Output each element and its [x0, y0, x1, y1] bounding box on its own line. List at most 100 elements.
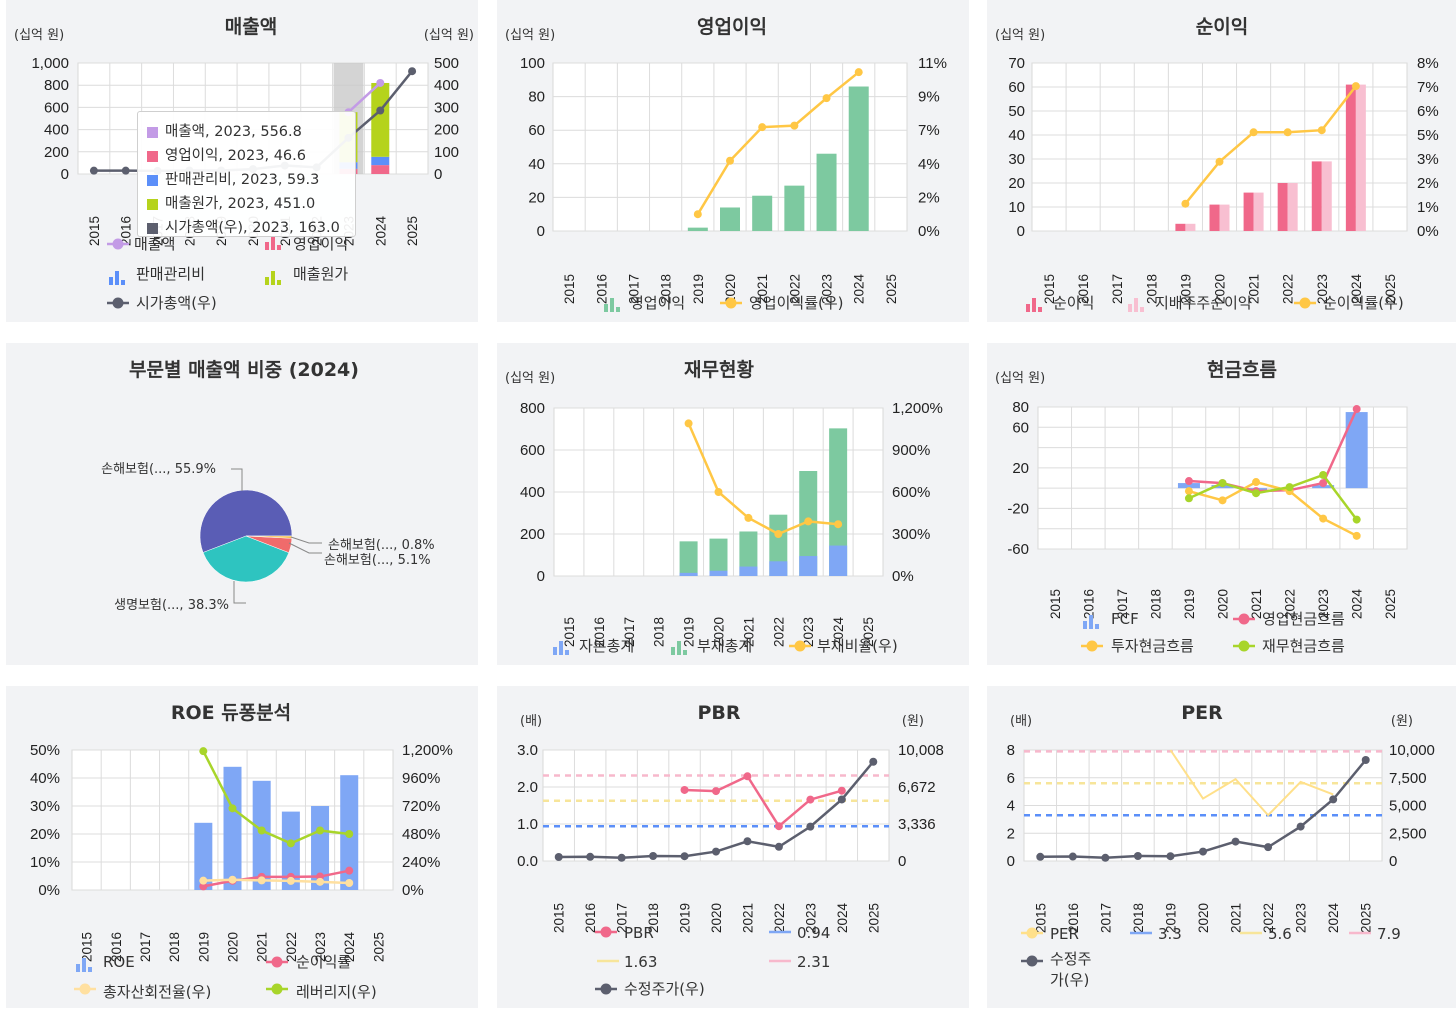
- adj-price-point: [837, 795, 846, 804]
- legend-label: 판매관리비: [136, 265, 205, 283]
- y-tick-label: 300: [434, 99, 459, 116]
- x-tick-label: 2016: [592, 617, 607, 647]
- x-tick-label: 2020: [1216, 589, 1231, 619]
- debt-ratio-point: [684, 419, 693, 428]
- adj-price-point: [712, 847, 720, 856]
- net-bar: [1175, 223, 1186, 231]
- x-tick-label: 2018: [646, 903, 661, 933]
- debt-legend-icon: [677, 641, 681, 655]
- y-tick-label: 500: [434, 55, 459, 72]
- legend-label: PBR: [624, 924, 654, 942]
- y-tick-label: 5,000: [1389, 798, 1427, 815]
- legend-label: FCF: [1111, 610, 1139, 628]
- roe-bar: [223, 766, 242, 890]
- leverage-point: [199, 747, 208, 756]
- pbr-point: [806, 795, 815, 804]
- icf-legend-icon: [1086, 640, 1098, 652]
- leverage-point: [286, 839, 295, 848]
- legend-label: 순이익률(우): [1323, 294, 1404, 312]
- y-tick-label: 3,336: [898, 816, 936, 833]
- op-margin-point: [726, 156, 734, 165]
- x-tick-label: 2022: [284, 932, 299, 962]
- legend-label: 영업이익률(우): [749, 294, 844, 312]
- adj-price-point: [1199, 847, 1207, 856]
- adj-price-point: [1296, 822, 1305, 831]
- net-margin-point: [1181, 199, 1190, 208]
- net-margin-point: [345, 866, 354, 875]
- net-bar: [1277, 183, 1288, 231]
- x-tick-label: 2016: [1066, 903, 1081, 933]
- x-tick-label: 2025: [405, 216, 420, 246]
- adj-price-point: [1264, 843, 1273, 852]
- x-tick-label: 2015: [552, 903, 567, 933]
- legend-label: 영업이익: [293, 235, 348, 253]
- y-tick-label: 40: [528, 156, 545, 173]
- y-tick-label: 11%: [918, 55, 947, 72]
- fcf-legend-icon: [1089, 615, 1093, 629]
- adj-price-point: [1068, 852, 1077, 861]
- bar-stack: [371, 82, 390, 157]
- x-tick-label: 2022: [787, 274, 802, 304]
- y-tick-label: 7%: [918, 122, 940, 139]
- icf-point: [1184, 487, 1193, 496]
- x-tick-label: 2017: [1098, 903, 1113, 933]
- debt-ratio-point: [744, 513, 753, 522]
- legend-label: 매출원가: [293, 265, 348, 283]
- icf-point: [1319, 514, 1328, 523]
- y-tick-label: 60: [528, 122, 545, 139]
- legend-label: 재무현금흐름: [1262, 637, 1345, 655]
- x-tick-label: 2019: [1182, 589, 1197, 619]
- equity-bar: [679, 572, 698, 576]
- bar-stack: [371, 156, 390, 166]
- adj-price-point: [1101, 853, 1110, 862]
- op-legend-icon: [277, 245, 281, 250]
- net-bar: [1345, 84, 1356, 231]
- equity-bar: [799, 556, 818, 576]
- adj-price-point: [743, 837, 752, 846]
- y-tick-label: 200: [44, 144, 69, 161]
- x-tick-label: 2017: [1110, 274, 1125, 304]
- ocf-legend-icon: [1238, 613, 1250, 625]
- op-margin-point: [854, 68, 863, 77]
- x-tick-label: 2024: [1326, 903, 1341, 934]
- y-tick-label: 200: [434, 122, 459, 139]
- icf-point: [1218, 496, 1227, 505]
- y-tick-label: 240%: [402, 854, 440, 871]
- roe-legend-icon: [76, 964, 80, 972]
- tooltip-text: 매출원가, 2023, 451.0: [165, 196, 316, 212]
- op-legend-icon: [265, 242, 269, 250]
- y-tick-label: 8%: [1417, 55, 1439, 72]
- x-tick-label: 2018: [1148, 589, 1163, 619]
- plot-area: [542, 749, 890, 862]
- op-margin-point: [822, 94, 831, 103]
- legend-label: ROE: [103, 953, 135, 971]
- x-tick-label: 2024: [831, 617, 846, 648]
- equity-legend-icon: [559, 641, 563, 655]
- x-tick-label: 2016: [583, 903, 598, 933]
- y-tick-label: 20: [528, 189, 545, 206]
- net-margin-point: [1351, 82, 1360, 91]
- x-tick-label: 2024: [342, 932, 357, 963]
- y-tick-label: 20%: [30, 826, 60, 843]
- fcf-bar: [1345, 412, 1368, 489]
- pbr-legend-icon: [600, 926, 612, 938]
- roe-legend-icon: [82, 958, 86, 972]
- tooltip-text: 시가총액(우), 2023, 163.0: [165, 220, 340, 236]
- adj-price-point: [1329, 795, 1338, 804]
- legend-label: 총자산회전율(우): [103, 983, 211, 1001]
- adj-price-point: [1231, 837, 1240, 846]
- y-tick-label: 10,008: [898, 742, 944, 759]
- debt-ratio-line: [687, 422, 839, 536]
- equity-bar: [769, 561, 788, 576]
- chart-cf: 현금흐름 (십억 원) 80 60 20 -20 -60 2015 2016 2017 2018 20…: [995, 359, 1408, 655]
- debt-bar: [769, 514, 788, 576]
- y-tick-label: 3.0: [517, 742, 538, 759]
- x-tick-label: 2018: [1131, 903, 1146, 933]
- x-tick-label: 2023: [803, 903, 818, 933]
- x-tick-label: 2019: [678, 903, 693, 933]
- net-margin-line: [203, 869, 350, 888]
- x-tick-label: 2020: [709, 903, 724, 933]
- x-tick-label: 2019: [196, 932, 211, 962]
- panel-pbr: PBR (배) (원) 3.0 2.0 1.0 0.0 10,008 6,672 3,336 0 20…: [497, 686, 969, 1008]
- x-tick-label: 2017: [626, 274, 641, 304]
